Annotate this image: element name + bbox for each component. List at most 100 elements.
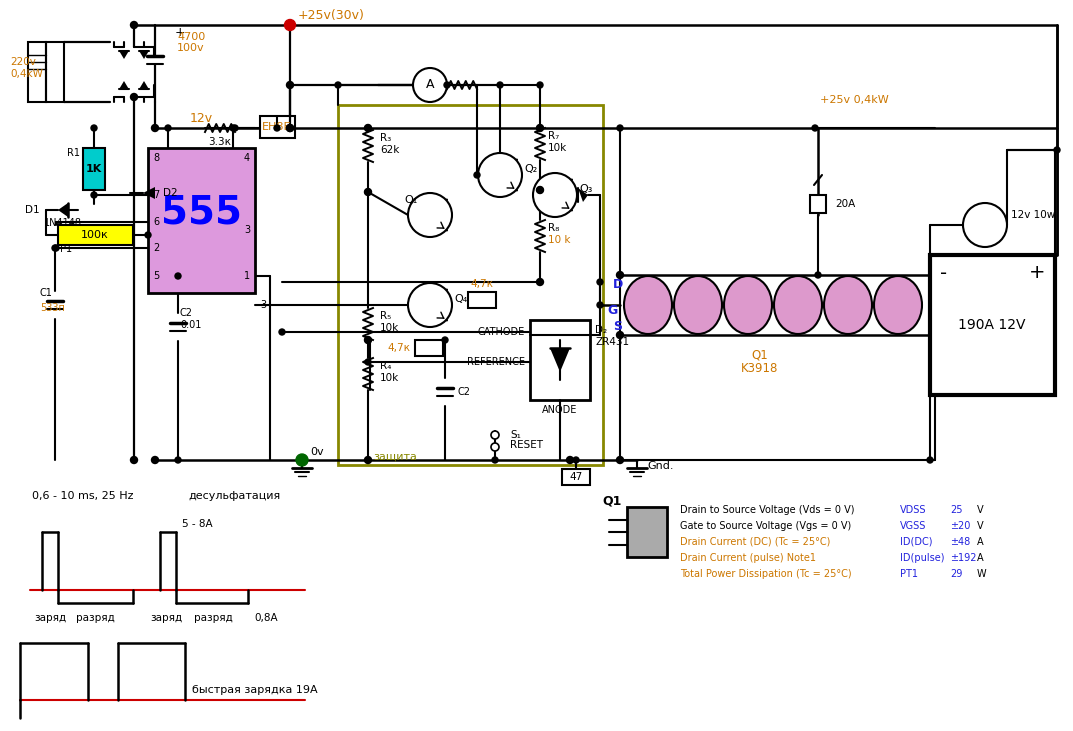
Text: заряд: заряд <box>150 613 182 623</box>
Text: 2: 2 <box>153 243 159 253</box>
Polygon shape <box>139 81 149 89</box>
Circle shape <box>408 193 452 237</box>
Circle shape <box>131 456 137 463</box>
Circle shape <box>279 329 285 335</box>
Text: RESET: RESET <box>510 440 543 450</box>
Text: C2: C2 <box>180 308 193 318</box>
Text: 0v: 0v <box>310 447 324 457</box>
Text: ID(pulse): ID(pulse) <box>900 553 944 563</box>
Text: 5: 5 <box>153 271 159 281</box>
Text: 3: 3 <box>260 300 266 310</box>
Text: A: A <box>426 78 435 91</box>
Circle shape <box>491 443 499 451</box>
Circle shape <box>408 283 452 327</box>
Text: 12v: 12v <box>190 112 212 124</box>
Text: 5 - 8A: 5 - 8A <box>182 519 212 529</box>
Circle shape <box>493 457 498 463</box>
Text: C1: C1 <box>40 288 53 298</box>
Text: 10k: 10k <box>380 373 399 383</box>
Text: 20A: 20A <box>835 199 855 209</box>
Bar <box>627 507 667 557</box>
Text: 0,8A: 0,8A <box>254 613 278 623</box>
Circle shape <box>296 454 308 466</box>
Text: Drain to Source Voltage (Vds = 0 V): Drain to Source Voltage (Vds = 0 V) <box>680 505 854 515</box>
Circle shape <box>175 457 181 463</box>
Polygon shape <box>550 348 570 372</box>
Circle shape <box>365 189 371 195</box>
Circle shape <box>812 125 818 131</box>
Text: 12v 10w: 12v 10w <box>1011 210 1055 220</box>
Text: разряд: разряд <box>193 613 233 623</box>
Circle shape <box>536 82 543 88</box>
Text: R₈: R₈ <box>548 223 559 233</box>
Polygon shape <box>578 188 588 202</box>
Text: Drain Current (DC) (Tc = 25°C): Drain Current (DC) (Tc = 25°C) <box>680 537 831 547</box>
Text: Q₂: Q₂ <box>524 164 538 174</box>
Text: 62k: 62k <box>380 145 399 155</box>
Text: 3.3к: 3.3к <box>208 137 232 147</box>
Text: 7: 7 <box>153 190 159 200</box>
Circle shape <box>1054 147 1060 153</box>
Ellipse shape <box>624 276 672 334</box>
Text: PT1: PT1 <box>900 569 918 579</box>
Circle shape <box>175 273 181 279</box>
Text: 10k: 10k <box>548 143 568 153</box>
Text: ANODE: ANODE <box>542 405 577 415</box>
Polygon shape <box>58 203 68 217</box>
Text: ID(DC): ID(DC) <box>900 537 932 547</box>
Bar <box>260 116 295 138</box>
Text: D₂: D₂ <box>596 325 607 335</box>
Text: ±192: ±192 <box>950 553 976 563</box>
Circle shape <box>567 456 573 463</box>
Text: +: + <box>175 26 186 39</box>
Text: D: D <box>613 279 623 292</box>
Circle shape <box>927 457 934 463</box>
Circle shape <box>617 125 623 131</box>
Text: 4700: 4700 <box>177 32 205 42</box>
Text: 190A 12V: 190A 12V <box>958 318 1026 332</box>
Circle shape <box>491 431 499 439</box>
Circle shape <box>284 20 295 31</box>
Circle shape <box>474 172 480 178</box>
Text: Q1: Q1 <box>602 494 621 507</box>
Bar <box>562 469 590 485</box>
Circle shape <box>617 271 623 279</box>
Text: R₄: R₄ <box>380 361 392 371</box>
Text: 6: 6 <box>153 217 159 227</box>
Text: R1: R1 <box>67 148 80 158</box>
Bar <box>930 255 1055 395</box>
Ellipse shape <box>674 276 722 334</box>
Text: S: S <box>614 320 622 333</box>
Text: +: + <box>1029 263 1045 282</box>
Text: V: V <box>978 521 984 531</box>
Text: Total Power Dissipation (Tc = 25°C): Total Power Dissipation (Tc = 25°C) <box>680 569 852 579</box>
Circle shape <box>151 124 159 132</box>
Text: VGSS: VGSS <box>900 521 926 531</box>
Text: R₇: R₇ <box>548 131 559 141</box>
Text: D2: D2 <box>163 188 178 198</box>
Circle shape <box>365 337 371 343</box>
Text: +25v(30v): +25v(30v) <box>298 10 365 23</box>
Circle shape <box>497 82 503 88</box>
Text: 25: 25 <box>950 505 962 515</box>
Text: ЕН8Б: ЕН8Б <box>262 122 292 132</box>
Circle shape <box>274 125 280 131</box>
Polygon shape <box>139 51 149 59</box>
Text: Q₁: Q₁ <box>405 195 417 205</box>
Circle shape <box>365 124 371 132</box>
Ellipse shape <box>724 276 771 334</box>
Bar <box>58 225 133 245</box>
Text: R₅: R₅ <box>380 311 392 321</box>
Circle shape <box>573 457 579 463</box>
Bar <box>338 105 603 465</box>
Text: +25v 0,4kW: +25v 0,4kW <box>820 95 888 105</box>
Circle shape <box>536 125 543 131</box>
Text: Gnd.: Gnd. <box>647 461 674 471</box>
Text: VDSS: VDSS <box>900 505 926 515</box>
Circle shape <box>232 125 238 131</box>
Text: -: - <box>940 263 947 282</box>
Circle shape <box>145 232 151 238</box>
Circle shape <box>442 337 449 343</box>
Text: ZR431: ZR431 <box>596 337 629 347</box>
Text: Q₃: Q₃ <box>579 184 592 194</box>
